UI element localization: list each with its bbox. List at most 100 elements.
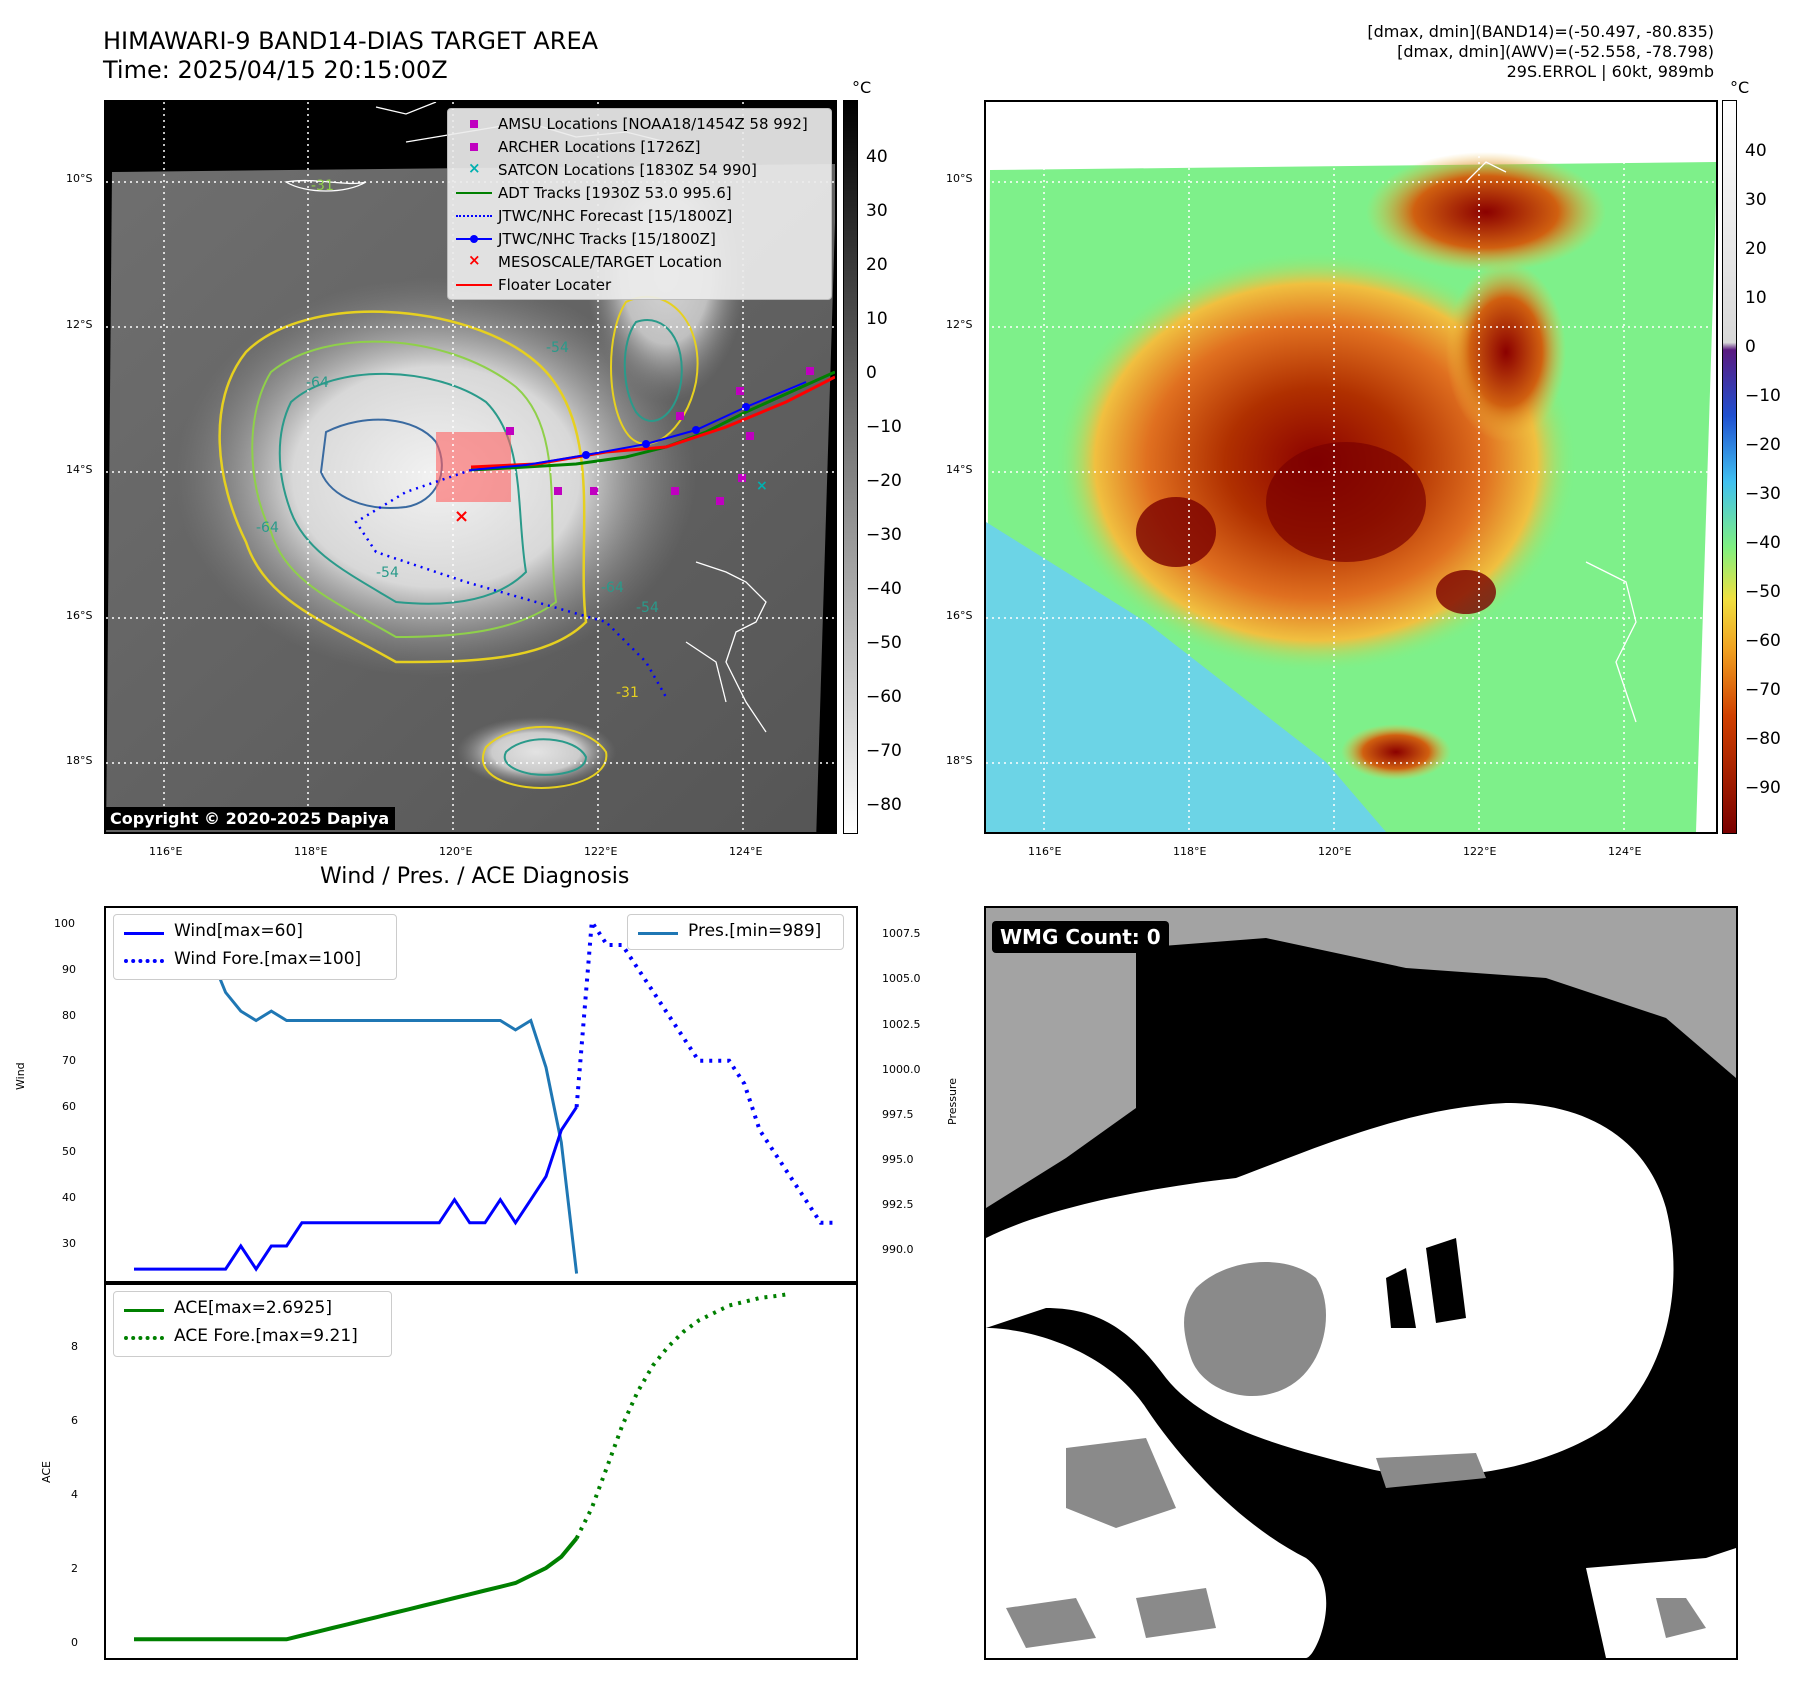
lat-label: 14°S (66, 463, 93, 476)
contour-label: -54 (376, 565, 399, 581)
intensity-info: [dmax, dmin](BAND14)=(-50.497, -80.835) … (1367, 22, 1714, 82)
legend-label: JTWC/NHC Tracks [15/1800Z] (498, 230, 716, 248)
ace-chart (134, 1291, 791, 1642)
lat-label: 18°S (946, 754, 973, 767)
pressure-legend: Pres.[min=989] (627, 914, 844, 950)
pressure-tick: 997.5 (882, 1108, 914, 1121)
colorbar-tick: 20 (1745, 239, 1767, 259)
colorbar-tick: −20 (1745, 435, 1781, 455)
lon-label: 118°E (1173, 845, 1207, 858)
figure-title: HIMAWARI-9 BAND14-DIAS TARGET AREA Time: … (103, 27, 598, 85)
colorbar-tick: 40 (1745, 141, 1767, 161)
square-marker-icon (470, 120, 478, 128)
lon-label: 118°E (294, 845, 328, 858)
legend-label: ARCHER Locations [1726Z] (498, 138, 701, 156)
lat-label: 16°S (946, 609, 973, 622)
colorbar-tick: −40 (1745, 533, 1781, 553)
colorbar-tick: −40 (866, 579, 902, 599)
pressure-tick: 990.0 (882, 1243, 914, 1256)
contour-label: -54 (546, 340, 569, 356)
colorbar-tick: −80 (866, 795, 902, 815)
svg-text:×: × (454, 506, 469, 527)
pressure-axis-label: Pressure (946, 1078, 959, 1125)
wmg-count-badge: WMG Count: 0 (992, 921, 1169, 953)
contour-label: -64 (306, 375, 329, 391)
gray-colorbar (843, 100, 858, 834)
x-marker-icon: × (468, 159, 481, 177)
pressure-tick: 1005.0 (882, 972, 921, 985)
lon-label: 116°E (149, 845, 183, 858)
colorbar-tick: 0 (866, 363, 877, 383)
colorbar-tick: −10 (866, 417, 902, 437)
colorbar-tick: 10 (1745, 288, 1767, 308)
x-marker-icon: × (468, 251, 481, 269)
colorbar-tick: −10 (1745, 386, 1781, 406)
solid-line-icon (124, 932, 164, 935)
wind-legend: Wind[max=60] Wind Fore.[max=100] (113, 914, 397, 980)
colorbar-tick: −60 (866, 687, 902, 707)
wmg-classification-map (986, 908, 1736, 1658)
lat-label: 10°S (946, 172, 973, 185)
lat-label: 16°S (66, 609, 93, 622)
wind-tick: 70 (62, 1054, 76, 1067)
colorbar-tick: −90 (1745, 778, 1781, 798)
wind-tick: 40 (62, 1191, 76, 1204)
contour-label: -31 (616, 685, 639, 701)
colorbar-tick: −50 (1745, 582, 1781, 602)
ace-tick: 4 (71, 1488, 78, 1501)
square-marker-icon (470, 143, 478, 151)
legend-label: SATCON Locations [1830Z 54 990] (498, 161, 757, 179)
pressure-tick: 1000.0 (882, 1063, 921, 1076)
legend-ace-label: ACE[max=2.6925] (174, 1298, 332, 1318)
lon-label: 120°E (439, 845, 473, 858)
colorbar-tick: 0 (1745, 337, 1756, 357)
info-awv: [dmax, dmin](AWV)=(-52.558, -78.798) (1397, 42, 1714, 61)
colorbar-tick: 10 (866, 309, 888, 329)
dotted-line-icon (124, 1336, 164, 1340)
wind-tick: 90 (62, 963, 76, 976)
pressure-tick: 1002.5 (882, 1018, 921, 1031)
colorbar-tick: −50 (866, 633, 902, 653)
legend-label: MESOSCALE/TARGET Location (498, 253, 723, 271)
wind-forecast-line (574, 915, 836, 1225)
ace-tick: 0 (71, 1636, 78, 1649)
colorbar-tick: 40 (866, 147, 888, 167)
colorbar-tick: 30 (866, 201, 888, 221)
contour-label: -64 (601, 580, 624, 596)
pressure-tick: 995.0 (882, 1153, 914, 1166)
legend-wind-label: Wind[max=60] (174, 921, 303, 941)
color-map-panel (984, 100, 1718, 834)
color-map (986, 102, 1716, 832)
ace-axis-label: ACE (40, 1461, 53, 1483)
line-swatch-icon (456, 192, 492, 194)
dotted-line-icon (124, 959, 164, 963)
ace-panel (104, 1281, 858, 1660)
lat-label: 12°S (946, 318, 973, 331)
diagnosis-title: Wind / Pres. / ACE Diagnosis (320, 864, 630, 889)
wind-tick: 100 (54, 917, 75, 930)
dotted-line-icon (456, 215, 492, 217)
legend-label: ADT Tracks [1930Z 53.0 995.6] (498, 184, 732, 202)
ace-line (134, 1537, 579, 1642)
lon-label: 116°E (1028, 845, 1062, 858)
colorbar-tick: −70 (1745, 680, 1781, 700)
solid-line-icon (124, 1309, 164, 1312)
colorbar-tick: −60 (1745, 631, 1781, 651)
colorbar-tick: 20 (866, 255, 888, 275)
lat-label: 10°S (66, 172, 93, 185)
lon-label: 124°E (729, 845, 763, 858)
info-storm: 29S.ERROL | 60kt, 989mb (1506, 62, 1714, 81)
line-swatch-icon (456, 284, 492, 286)
colorbar-tick: 30 (1745, 190, 1767, 210)
wind-tick: 60 (62, 1100, 76, 1113)
colorbar-tick: −20 (866, 471, 902, 491)
legend-label: JTWC/NHC Forecast [15/1800Z] (498, 207, 733, 225)
lon-label: 122°E (1463, 845, 1497, 858)
lat-label: 18°S (66, 754, 93, 767)
pressure-tick: 1007.5 (882, 927, 921, 940)
contour-label: -54 (636, 600, 659, 616)
time-text: Time: 2025/04/15 20:15:00Z (103, 56, 448, 84)
ace-tick: 8 (71, 1340, 78, 1353)
info-band14: [dmax, dmin](BAND14)=(-50.497, -80.835) (1367, 22, 1714, 41)
wind-axis-label: Wind (14, 1062, 27, 1090)
